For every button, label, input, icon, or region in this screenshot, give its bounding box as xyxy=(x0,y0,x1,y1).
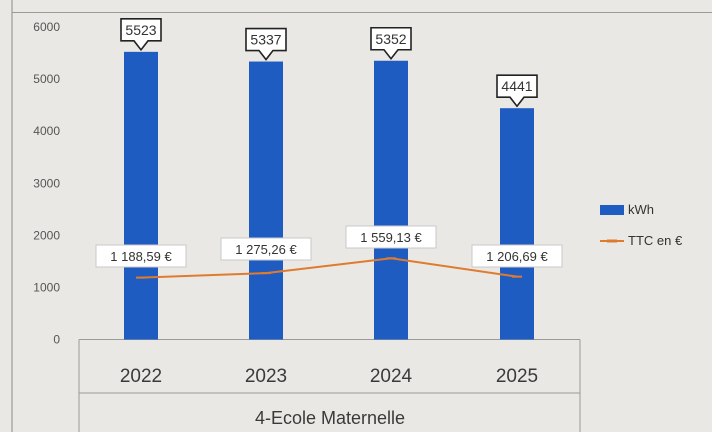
bar xyxy=(374,60,408,340)
bar-value-label: 5352 xyxy=(375,31,406,47)
bar-value-label: 5337 xyxy=(250,32,281,48)
legend-swatch-kwh xyxy=(600,205,624,215)
bar xyxy=(500,108,534,340)
line-value-label: 1 206,69 € xyxy=(486,249,548,264)
bar-value-callout xyxy=(245,27,287,61)
bar-value-callout xyxy=(370,26,412,61)
line-value-label: 1 559,13 € xyxy=(360,230,422,245)
y-axis: 0 1000 2000 3000 4000 5000 6000 xyxy=(33,20,60,347)
y-tick-label: 1000 xyxy=(33,280,60,294)
line-series xyxy=(136,257,522,279)
y-tick-label: 3000 xyxy=(33,176,60,190)
legend-label-kwh: kWh xyxy=(628,202,654,217)
y-tick-label: 6000 xyxy=(33,20,60,34)
bar-value-callout xyxy=(120,18,162,52)
y-tick-label: 4000 xyxy=(33,124,60,138)
x-tick-label: 2024 xyxy=(370,366,413,387)
line-value-box xyxy=(345,225,437,249)
x-axis: 2022 2023 2024 2025 4-Ecole Maternelle xyxy=(78,339,581,432)
bar-series xyxy=(124,51,534,340)
y-tick-label: 2000 xyxy=(33,228,60,242)
line-value-box xyxy=(471,244,563,268)
x-tick-label: 2023 xyxy=(245,366,287,387)
bar xyxy=(124,51,158,340)
line-value-box xyxy=(220,237,312,261)
line-path xyxy=(140,257,518,279)
line-value-label: 1 275,26 € xyxy=(235,242,297,257)
y-tick-label: 5000 xyxy=(33,72,60,86)
bar-value-label: 5523 xyxy=(125,22,156,38)
line-value-label: 1 188,59 € xyxy=(110,249,172,264)
legend: kWh TTC en € xyxy=(600,202,683,248)
legend-label-ttc: TTC en € xyxy=(628,233,683,248)
x-tick-label: 2025 xyxy=(496,366,538,387)
y-tick-label: 0 xyxy=(53,333,60,347)
bar-value-label: 4441 xyxy=(501,78,532,94)
x-tick-label: 2022 xyxy=(120,366,162,387)
data-labels: 5523 5337 5352 4441 1 188,59 € 1 275,26 € 1 55… xyxy=(95,18,563,268)
bar xyxy=(249,61,283,340)
x-axis-title: 4-Ecole Maternelle xyxy=(255,408,405,428)
bar-value-callout xyxy=(496,74,538,108)
line-value-box xyxy=(95,244,187,268)
